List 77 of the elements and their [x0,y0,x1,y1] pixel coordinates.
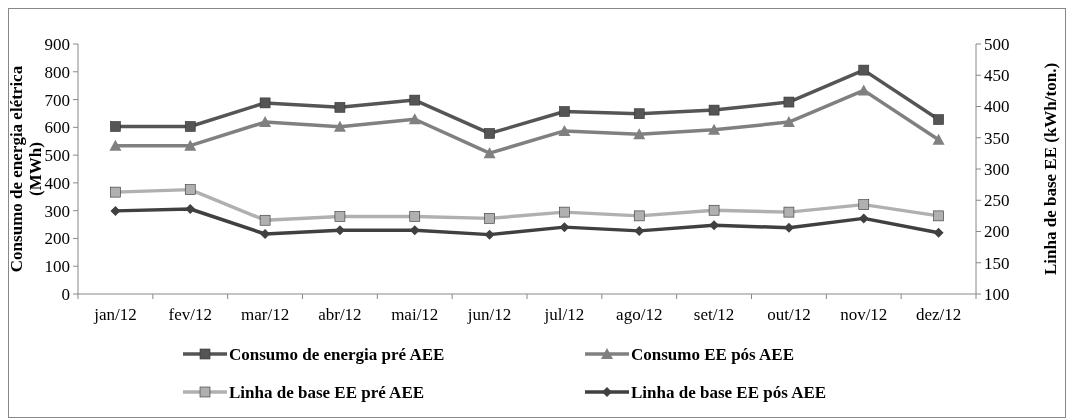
y-tick-label: 400 [44,173,70,193]
y2-tick-label: 300 [984,159,1010,179]
point [484,128,495,139]
point [184,121,196,132]
y2-tick-label: 450 [984,66,1010,86]
y-tick-label: 0 [61,284,70,304]
point [708,123,721,135]
x-tick-label: jan/12 [93,305,137,324]
legend-label: Consumo de energia pré AEE [229,344,445,364]
point [259,97,271,109]
point [409,211,421,222]
point [558,124,571,136]
y2-tick-label: 400 [984,97,1010,117]
x-tick-label: set/12 [693,305,735,324]
point [559,206,570,218]
point [857,84,870,96]
point [933,227,944,238]
y-tick-label: 900 [44,34,70,54]
point [109,139,122,151]
y2-tick-label: 150 [984,253,1010,273]
point [110,186,121,198]
point [633,210,645,222]
y-tick-label: 800 [44,62,70,82]
x-tick-label: fev/12 [168,305,212,324]
point [333,120,346,132]
legend-label: Linha de base EE pré AEE [229,382,425,402]
legend-label: Linha de base EE pós AEE [631,382,827,402]
y2-tick-label: 100 [984,284,1010,304]
point [334,102,346,113]
point [633,108,645,120]
point [708,104,720,116]
x-tick-label: out/12 [767,305,811,324]
point [858,199,870,210]
point [783,206,795,218]
point [334,211,346,222]
point [184,139,197,151]
point [408,113,421,125]
point [483,147,496,159]
point [633,128,646,140]
point [933,210,944,222]
point [782,116,795,128]
point [184,184,196,195]
y-axis-title: Consumo de energia elétrica (MWh) [7,65,45,273]
y-tick-label: 500 [44,146,70,166]
x-tick-label: ago/12 [616,305,663,324]
point [858,64,870,76]
point [259,116,272,128]
x-tick-label: mai/12 [391,305,439,324]
x-tick-label: abr/12 [318,305,362,324]
x-tick-label: mar/12 [241,305,290,324]
point [110,205,121,216]
point [932,133,945,145]
y2-tick-label: 200 [984,222,1010,242]
point [783,96,795,108]
point [484,213,495,224]
x-tick-label: jun/12 [466,305,512,324]
y2-axis-title: Linha de base EE (kWh/ton.) [1041,62,1060,276]
y-tick-label: 700 [44,90,70,110]
legend-label: Consumo EE pós AEE [631,344,794,364]
x-tick-label: jul/12 [543,305,585,324]
x-tick-label: dez/12 [915,305,962,324]
y-tick-label: 300 [44,201,70,221]
point [409,94,421,106]
y2-tick-label: 350 [984,128,1010,148]
point [185,204,196,214]
point [858,213,869,224]
y-tick-label: 100 [44,257,70,277]
point [708,204,720,216]
y-tick-label: 600 [44,118,70,138]
point [259,214,271,226]
y-tick-label: 200 [44,229,70,249]
point [933,114,944,125]
point [110,121,121,132]
x-tick-label: nov/12 [840,305,888,324]
point [559,106,570,117]
y2-tick-label: 250 [984,191,1010,211]
y2-tick-label: 500 [984,34,1010,54]
